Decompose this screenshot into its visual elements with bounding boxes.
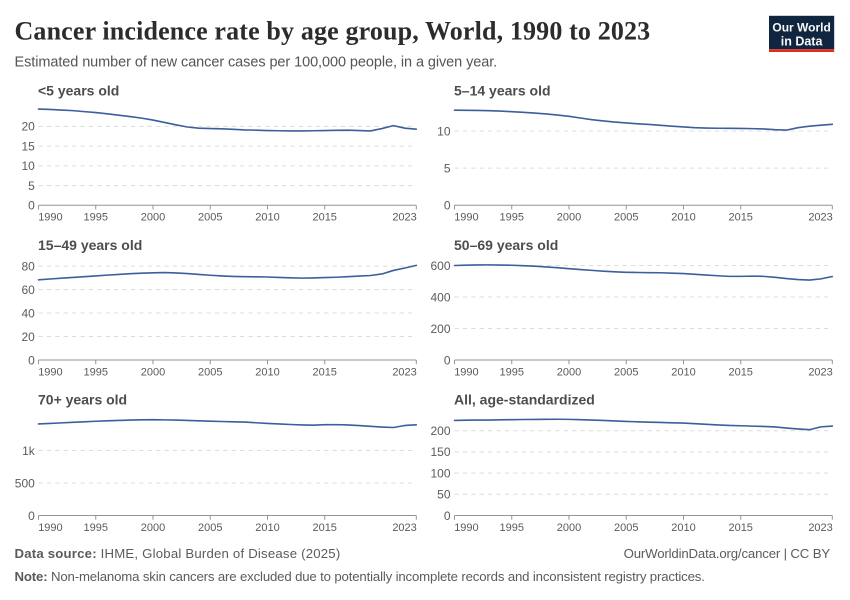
svg-text:1990: 1990 [454, 522, 478, 534]
svg-text:Estimated number of new cancer: Estimated number of new cancer cases per… [15, 55, 498, 71]
svg-text:All, age-standardized: All, age-standardized [454, 392, 595, 408]
svg-text:200: 200 [430, 424, 450, 438]
svg-text:OurWorldinData.org/cancer | CC: OurWorldinData.org/cancer | CC BY [624, 546, 831, 561]
svg-text:2015: 2015 [312, 522, 336, 534]
svg-text:80: 80 [21, 259, 35, 273]
svg-text:2010: 2010 [671, 366, 695, 378]
svg-text:2010: 2010 [671, 522, 695, 534]
svg-text:2023: 2023 [392, 366, 416, 378]
svg-text:1k: 1k [22, 444, 36, 458]
svg-text:2010: 2010 [255, 366, 279, 378]
svg-text:100: 100 [430, 466, 450, 480]
svg-text:60: 60 [21, 283, 35, 297]
svg-text:15–49 years old: 15–49 years old [38, 237, 142, 253]
svg-text:5: 5 [28, 179, 35, 193]
svg-text:1990: 1990 [38, 366, 62, 378]
svg-text:2015: 2015 [312, 212, 336, 224]
svg-text:0: 0 [28, 353, 35, 367]
svg-text:70+ years old: 70+ years old [38, 392, 127, 408]
svg-text:2005: 2005 [198, 212, 222, 224]
svg-text:2015: 2015 [728, 522, 752, 534]
svg-text:2000: 2000 [557, 366, 581, 378]
svg-text:1995: 1995 [499, 522, 523, 534]
svg-text:1990: 1990 [454, 212, 478, 224]
svg-text:5: 5 [444, 161, 451, 175]
svg-text:Cancer incidence rate by age g: Cancer incidence rate by age group, Worl… [15, 17, 651, 46]
svg-text:2010: 2010 [255, 212, 279, 224]
svg-text:2015: 2015 [312, 366, 336, 378]
svg-text:1995: 1995 [83, 522, 107, 534]
svg-text:2000: 2000 [141, 522, 165, 534]
svg-text:50: 50 [437, 488, 451, 502]
svg-text:0: 0 [444, 199, 451, 213]
svg-text:0: 0 [28, 199, 35, 213]
svg-text:Note: Non-melanoma skin cancer: Note: Non-melanoma skin cancers are excl… [15, 569, 705, 584]
svg-text:2015: 2015 [728, 366, 752, 378]
svg-text:2005: 2005 [198, 522, 222, 534]
svg-text:1995: 1995 [83, 366, 107, 378]
svg-text:500: 500 [15, 476, 35, 490]
svg-text:15: 15 [21, 139, 35, 153]
svg-text:2023: 2023 [808, 212, 832, 224]
svg-text:20: 20 [21, 120, 35, 134]
svg-text:in Data: in Data [781, 35, 824, 49]
svg-text:2010: 2010 [255, 522, 279, 534]
svg-text:0: 0 [28, 509, 35, 523]
svg-text:2005: 2005 [614, 212, 638, 224]
svg-text:2000: 2000 [557, 212, 581, 224]
svg-text:2000: 2000 [141, 366, 165, 378]
svg-text:40: 40 [21, 306, 35, 320]
svg-text:2005: 2005 [614, 522, 638, 534]
svg-text:2023: 2023 [808, 522, 832, 534]
svg-text:1990: 1990 [454, 366, 478, 378]
svg-text:<5 years old: <5 years old [38, 83, 119, 99]
svg-text:2015: 2015 [728, 212, 752, 224]
svg-text:2023: 2023 [392, 522, 416, 534]
svg-text:20: 20 [21, 330, 35, 344]
svg-text:400: 400 [430, 290, 450, 304]
svg-text:10: 10 [437, 124, 451, 138]
svg-text:2010: 2010 [671, 212, 695, 224]
svg-text:600: 600 [430, 259, 450, 273]
svg-text:10: 10 [21, 159, 35, 173]
svg-text:1990: 1990 [38, 212, 62, 224]
svg-text:2023: 2023 [808, 366, 832, 378]
svg-text:1995: 1995 [499, 366, 523, 378]
svg-text:2000: 2000 [557, 522, 581, 534]
svg-text:2023: 2023 [392, 212, 416, 224]
svg-text:1990: 1990 [38, 522, 62, 534]
svg-text:1995: 1995 [499, 212, 523, 224]
svg-text:Data source: IHME, Global Burd: Data source: IHME, Global Burden of Dise… [15, 546, 341, 561]
svg-text:50–69 years old: 50–69 years old [454, 237, 558, 253]
svg-text:200: 200 [430, 322, 450, 336]
svg-text:2000: 2000 [141, 212, 165, 224]
svg-text:0: 0 [444, 353, 451, 367]
svg-text:150: 150 [430, 445, 450, 459]
svg-text:2005: 2005 [614, 366, 638, 378]
svg-text:Our World: Our World [772, 21, 830, 35]
svg-text:2005: 2005 [198, 366, 222, 378]
svg-text:5–14 years old: 5–14 years old [454, 83, 551, 99]
svg-text:1995: 1995 [83, 212, 107, 224]
svg-text:0: 0 [444, 509, 451, 523]
